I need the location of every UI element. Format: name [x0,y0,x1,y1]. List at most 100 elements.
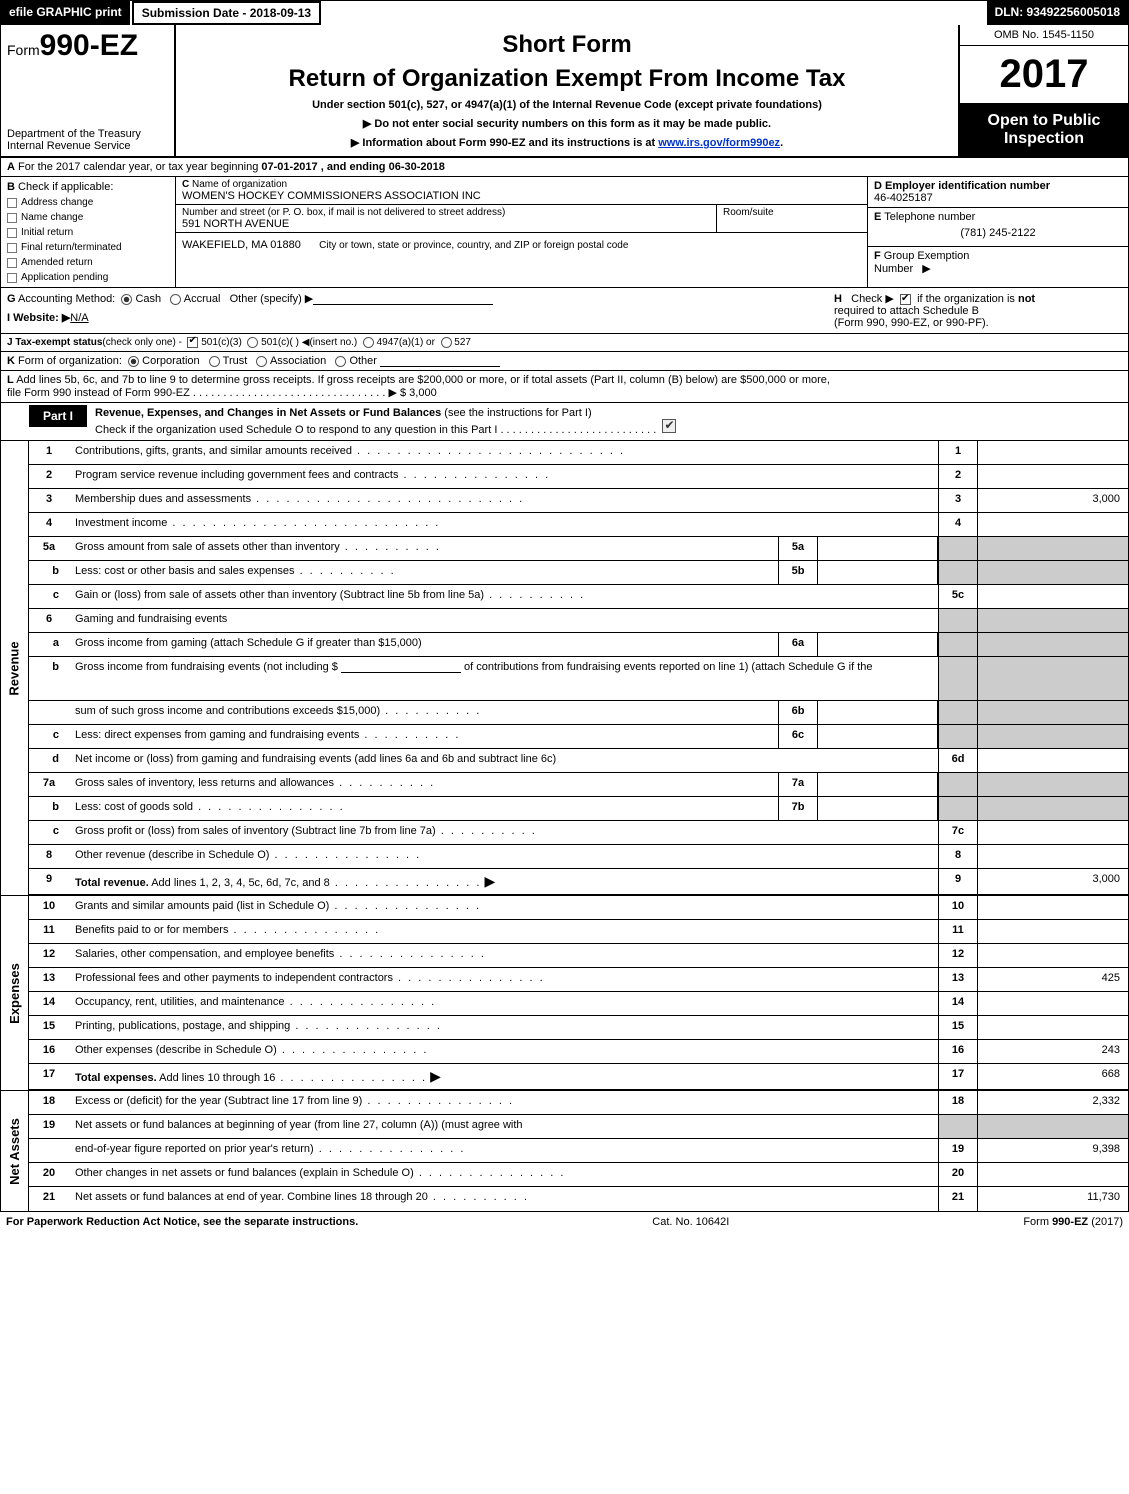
box-num: 19 [938,1139,978,1162]
box-num: 3 [938,489,978,512]
box-num: 20 [938,1163,978,1186]
bullet2-post: . [780,137,783,149]
ln-desc: Gain or (loss) from sale of assets other… [69,585,938,608]
checkbox-h-icon[interactable] [900,294,911,305]
mid-val [818,797,938,820]
box-val: 3,000 [978,489,1128,512]
dots [334,777,435,789]
dots [352,445,625,457]
radio-accrual-icon[interactable] [170,294,181,305]
line-12: 12 Salaries, other compensation, and emp… [29,944,1128,968]
ln-text: Gross profit or (loss) from sales of inv… [75,825,436,837]
ln-desc: Printing, publications, postage, and shi… [69,1016,938,1039]
h-text4: (Form 990, 990-EZ, or 990-PF). [834,317,989,329]
line-a-mid: , and ending [321,161,389,173]
opt-501c3: 501(c)(3) [201,337,242,348]
line-5c: c Gain or (loss) from sale of assets oth… [29,585,1128,609]
label-k: K [7,355,15,367]
mid-box: 6c [778,725,818,748]
box-num: 6d [938,749,978,772]
ln-num: 6 [29,609,69,632]
box-val-grey [978,537,1128,560]
line-10: 10 Grants and similar amounts paid (list… [29,896,1128,920]
open-line2: Inspection [964,130,1124,148]
instructions-link[interactable]: www.irs.gov/form990ez [658,137,780,149]
line-19-part2: end-of-year figure reported on prior yea… [29,1139,1128,1163]
j-sub: (check only one) - [102,337,181,348]
ln-text: Gross sales of inventory, less returns a… [75,777,334,789]
ln-num: 5a [29,537,69,560]
schedule-o-checkbox-icon[interactable] [662,419,676,433]
fundraising-amount-line[interactable] [341,661,461,673]
checkbox-icon [7,243,17,253]
box-num: 1 [938,441,978,464]
chk-application-pending[interactable]: Application pending [7,272,169,283]
chk-501c3-icon[interactable] [187,337,198,348]
ln-desc: Total revenue. Add lines 1, 2, 3, 4, 5c,… [69,869,938,894]
other-specify-line[interactable] [313,293,493,305]
form-page: efile GRAPHIC print Submission Date - 20… [0,0,1129,1212]
box-num-grey [938,1115,978,1138]
ln-desc: Gross amount from sale of assets other t… [69,537,778,560]
entity-block: B Check if applicable: Address change Na… [1,177,1128,288]
chk-label: Address change [21,197,93,208]
line-6b-part2: sum of such gross income and contributio… [29,701,1128,725]
ln-text: Other expenses (describe in Schedule O) [75,1044,277,1056]
ln-num: 15 [29,1016,69,1039]
ln-text: Occupancy, rent, utilities, and maintena… [75,996,285,1008]
h-not: not [1018,293,1035,305]
box-val: 668 [978,1064,1128,1089]
expenses-side-label: Expenses [1,896,29,1090]
line-1: 1 Contributions, gifts, grants, and simi… [29,441,1128,465]
dots [359,729,460,741]
radio-cash-icon[interactable] [121,294,132,305]
box-num-grey [938,657,978,700]
address-row: Number and street (or P. O. box, if mail… [176,205,867,233]
col-g: G Accounting Method: Cash Accrual Other … [1,288,828,333]
footer-right-pre: Form [1023,1216,1052,1228]
line-20: 20 Other changes in net assets or fund b… [29,1163,1128,1187]
box-val-grey [978,725,1128,748]
ln-desc: Other expenses (describe in Schedule O) [69,1040,938,1063]
ln-num: 17 [29,1064,69,1089]
form-number: Form990-EZ [7,29,168,63]
footer-right-post: (2017) [1088,1216,1123,1228]
name-label: Name of organization [192,179,287,190]
box-val: 2,332 [978,1091,1128,1114]
ln-text-bold: Total revenue. [75,877,149,889]
box-num: 14 [938,992,978,1015]
box-num-grey [938,773,978,796]
box-val: 243 [978,1040,1128,1063]
ln-num: b [29,797,69,820]
radio-assoc-icon[interactable] [256,356,267,367]
box-val [978,441,1128,464]
ln-text: Less: cost or other basis and sales expe… [75,565,295,577]
radio-corp-icon[interactable] [128,356,139,367]
radio-other-icon[interactable] [335,356,346,367]
line-a: A For the 2017 calendar year, or tax yea… [1,158,1128,177]
chk-501c-icon[interactable] [247,337,258,348]
ln-text: Membership dues and assessments [75,493,251,505]
accrual-label: Accrual [184,293,221,305]
chk-final-return[interactable]: Final return/terminated [7,242,169,253]
line-7b: b Less: cost of goods sold 7b [29,797,1128,821]
chk-label: Name change [21,212,83,223]
chk-527-icon[interactable] [441,337,452,348]
label-c: C [182,179,189,190]
chk-amended-return[interactable]: Amended return [7,257,169,268]
omb-number: OMB No. 1545-1150 [960,25,1128,46]
chk-address-change[interactable]: Address change [7,197,169,208]
sec-f-header: F Group Exemption [874,250,1122,262]
line-6: 6 Gaming and fundraising events [29,609,1128,633]
chk-name-change[interactable]: Name change [7,212,169,223]
box-num: 12 [938,944,978,967]
chk-initial-return[interactable]: Initial return [7,227,169,238]
radio-trust-icon[interactable] [209,356,220,367]
chk-4947-icon[interactable] [363,337,374,348]
other-org-line[interactable] [380,355,500,367]
dots [398,469,550,481]
mid-box: 6b [778,701,818,724]
sec-k: K Form of organization: Corporation Trus… [1,352,1128,371]
ln-text: sum of such gross income and contributio… [75,705,380,717]
dots [251,493,524,505]
